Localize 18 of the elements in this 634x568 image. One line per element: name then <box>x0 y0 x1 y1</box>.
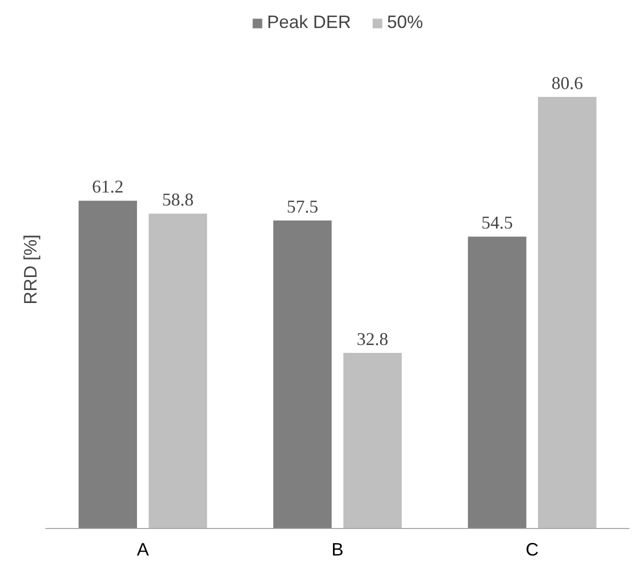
data-label: 54.5 <box>481 212 513 233</box>
legend-label: 50% <box>387 12 424 33</box>
bar <box>343 352 402 528</box>
x-tick-label: A <box>136 540 149 560</box>
bar <box>148 214 208 528</box>
bar <box>538 96 596 528</box>
bar <box>78 200 137 528</box>
x-tick-label: B <box>331 540 344 560</box>
data-label: 57.5 <box>286 196 318 217</box>
data-label: 58.8 <box>162 190 194 210</box>
data-label: 80.6 <box>551 72 583 93</box>
x-tick-label: C <box>526 540 539 560</box>
y-axis-title: RRD [%] <box>20 234 40 304</box>
legend-label: Peak DER <box>266 12 352 33</box>
bar <box>468 236 526 528</box>
bar <box>273 220 332 528</box>
data-label: 61.2 <box>92 176 124 197</box>
data-label: 32.8 <box>356 328 388 349</box>
